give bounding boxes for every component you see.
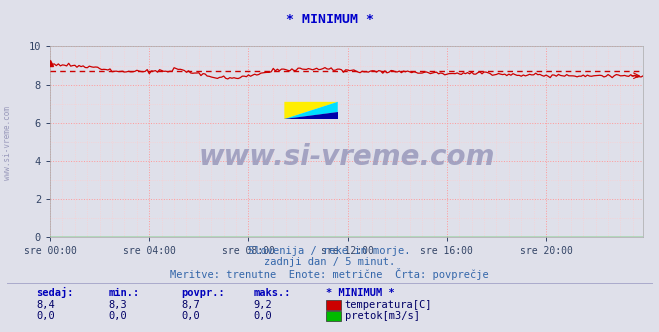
Text: * MINIMUM *: * MINIMUM * [326,288,395,298]
Text: Meritve: trenutne  Enote: metrične  Črta: povprečje: Meritve: trenutne Enote: metrične Črta: … [170,268,489,280]
Text: 8,4: 8,4 [36,300,55,310]
Text: 8,3: 8,3 [109,300,127,310]
Text: 0,0: 0,0 [109,311,127,321]
Text: min.:: min.: [109,288,140,298]
Text: temperatura[C]: temperatura[C] [345,300,432,310]
Text: sedaj:: sedaj: [36,287,74,298]
Text: zadnji dan / 5 minut.: zadnji dan / 5 minut. [264,257,395,267]
Text: 0,0: 0,0 [254,311,272,321]
Polygon shape [285,102,338,119]
Text: maks.:: maks.: [254,288,291,298]
Text: 0,0: 0,0 [36,311,55,321]
Text: www.si-vreme.com: www.si-vreme.com [3,106,13,180]
Text: 0,0: 0,0 [181,311,200,321]
Text: 8,7: 8,7 [181,300,200,310]
Text: Slovenija / reke in morje.: Slovenija / reke in morje. [248,246,411,256]
Text: 9,2: 9,2 [254,300,272,310]
Polygon shape [285,102,338,119]
Text: pretok[m3/s]: pretok[m3/s] [345,311,420,321]
Text: povpr.:: povpr.: [181,288,225,298]
Text: www.si-vreme.com: www.si-vreme.com [198,143,495,171]
Polygon shape [285,112,338,119]
Text: * MINIMUM *: * MINIMUM * [285,13,374,26]
